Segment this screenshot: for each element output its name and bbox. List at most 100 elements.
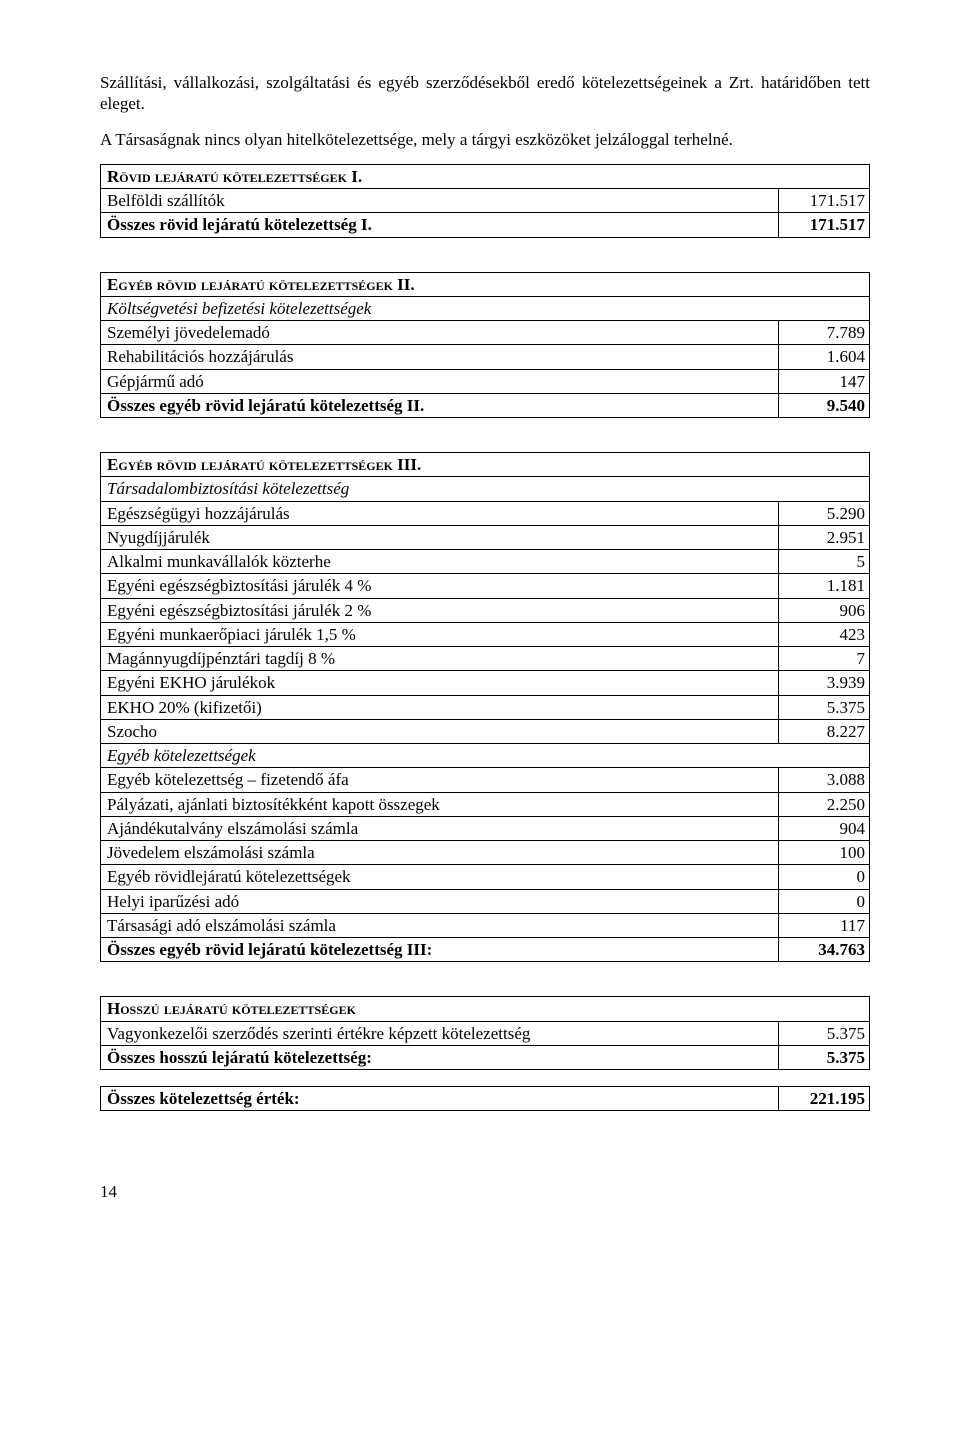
row-value: 5.290 [779,501,870,525]
row-value: 117 [779,913,870,937]
row-value: 2.951 [779,525,870,549]
row-value: 906 [779,598,870,622]
row-value: 2.250 [779,792,870,816]
table-row: Szocho8.227 [101,719,870,743]
total-value: 171.517 [779,213,870,237]
table-row: Egyéni munkaerőpiaci járulék 1,5 %423 [101,622,870,646]
row-value: 7.789 [779,321,870,345]
total-value: 5.375 [779,1045,870,1069]
row-value: 147 [779,369,870,393]
table-row: Egyéb kötelezettség – fizetendő áfa3.088 [101,768,870,792]
row-label: Szocho [101,719,779,743]
table-header-row: Rövid lejáratú kötelezettségek I. [101,164,870,188]
table-row: Belföldi szállítók 171.517 [101,189,870,213]
row-label: Személyi jövedelemadó [101,321,779,345]
row-value: 1.181 [779,574,870,598]
row-value: 1.604 [779,345,870,369]
table-row: Egyéni EKHO járulékok3.939 [101,671,870,695]
table-total-row: Összes hosszú lejáratú kötelezettség: 5.… [101,1045,870,1069]
table-row: Gépjármű adó 147 [101,369,870,393]
subheader: Egyéb kötelezettségek [101,744,870,768]
row-label: Rehabilitációs hozzájárulás [101,345,779,369]
intro-paragraph-1: Szállítási, vállalkozási, szolgáltatási … [100,72,870,115]
row-value: 3.088 [779,768,870,792]
table-subheader-row: Költségvetési befizetési kötelezettségek [101,296,870,320]
table-egyeb-rovid-2: Egyéb rövid lejáratú kötelezettségek II.… [100,272,870,419]
row-label: Egyéb rövidlejáratú kötelezettségek [101,865,779,889]
table-row: Egészségügyi hozzájárulás5.290 [101,501,870,525]
row-value: 3.939 [779,671,870,695]
row-value: 5.375 [779,695,870,719]
table-rovid-lejaratu-1: Rövid lejáratú kötelezettségek I. Belföl… [100,164,870,238]
table-row: Jövedelem elszámolási számla100 [101,841,870,865]
table-hosszu-lejaratu: Hosszú lejáratú kötelezettségek Vagyonke… [100,996,870,1070]
total-value: 221.195 [779,1087,870,1111]
total-label: Összes kötelezettség érték: [101,1087,779,1111]
intro-paragraph-2: A Társaságnak nincs olyan hitelkötelezet… [100,129,870,150]
table-row: Társasági adó elszámolási számla117 [101,913,870,937]
table-total-row: Összes egyéb rövid lejáratú kötelezettsé… [101,938,870,962]
table-row: Nyugdíjjárulék2.951 [101,525,870,549]
subheader: Költségvetési befizetési kötelezettségek [101,296,870,320]
table-egyeb-rovid-3: Egyéb rövid lejáratú kötelezettségek III… [100,452,870,962]
table-row: Alkalmi munkavállalók közterhe5 [101,550,870,574]
row-label: Nyugdíjjárulék [101,525,779,549]
row-label: Vagyonkezelői szerződés szerinti értékre… [101,1021,779,1045]
row-label: Egészségügyi hozzájárulás [101,501,779,525]
page-number: 14 [100,1181,870,1202]
row-label: Alkalmi munkavállalók közterhe [101,550,779,574]
table-row: Magánnyugdíjpénztári tagdíj 8 %7 [101,647,870,671]
table-header: Egyéb rövid lejáratú kötelezettségek II. [101,272,870,296]
row-value: 5.375 [779,1021,870,1045]
row-label: Egyéni egészségbiztosítási járulék 2 % [101,598,779,622]
row-value: 100 [779,841,870,865]
table-row: Egyéb rövidlejáratú kötelezettségek0 [101,865,870,889]
table-osszes-kotelezettseg: Összes kötelezettség érték: 221.195 [100,1086,870,1111]
table-header-row: Egyéb rövid lejáratú kötelezettségek III… [101,453,870,477]
row-value: 0 [779,889,870,913]
row-value: 0 [779,865,870,889]
total-label: Összes egyéb rövid lejáratú kötelezettsé… [101,938,779,962]
row-label: Egyéni egészségbiztosítási járulék 4 % [101,574,779,598]
table-row: Pályázati, ajánlati biztosítékként kapot… [101,792,870,816]
table-row: EKHO 20% (kifizetői)5.375 [101,695,870,719]
table-header-row: Egyéb rövid lejáratú kötelezettségek II. [101,272,870,296]
table-row: Vagyonkezelői szerződés szerinti értékre… [101,1021,870,1045]
table-header: Egyéb rövid lejáratú kötelezettségek III… [101,453,870,477]
table-total-row: Összes rövid lejáratú kötelezettség I. 1… [101,213,870,237]
total-label: Összes hosszú lejáratú kötelezettség: [101,1045,779,1069]
table-row: Egyéni egészségbiztosítási járulék 4 %1.… [101,574,870,598]
row-label: Társasági adó elszámolási számla [101,913,779,937]
table-header: Rövid lejáratú kötelezettségek I. [101,164,870,188]
row-value: 423 [779,622,870,646]
total-value: 9.540 [779,393,870,417]
row-label: Magánnyugdíjpénztári tagdíj 8 % [101,647,779,671]
total-label: Összes egyéb rövid lejáratú kötelezettsé… [101,393,779,417]
table-header-row: Hosszú lejáratú kötelezettségek [101,997,870,1021]
row-label: EKHO 20% (kifizetői) [101,695,779,719]
table-row: Egyéni egészségbiztosítási járulék 2 %90… [101,598,870,622]
row-label: Egyéni EKHO járulékok [101,671,779,695]
table-row: Ajándékutalvány elszámolási számla904 [101,816,870,840]
row-value: 171.517 [779,189,870,213]
row-label: Pályázati, ajánlati biztosítékként kapot… [101,792,779,816]
total-label: Összes rövid lejáratú kötelezettség I. [101,213,779,237]
row-value: 7 [779,647,870,671]
subheader: Társadalombiztosítási kötelezettség [101,477,870,501]
row-value: 5 [779,550,870,574]
table-subheader-row: Egyéb kötelezettségek [101,744,870,768]
table-header: Hosszú lejáratú kötelezettségek [101,997,870,1021]
row-label: Helyi iparűzési adó [101,889,779,913]
row-value: 8.227 [779,719,870,743]
table-row: Rehabilitációs hozzájárulás 1.604 [101,345,870,369]
table-subheader-row: Társadalombiztosítási kötelezettség [101,477,870,501]
table-total-row: Összes egyéb rövid lejáratú kötelezettsé… [101,393,870,417]
row-label: Gépjármű adó [101,369,779,393]
table-row: Helyi iparűzési adó0 [101,889,870,913]
row-label: Egyéb kötelezettség – fizetendő áfa [101,768,779,792]
row-label: Jövedelem elszámolási számla [101,841,779,865]
total-value: 34.763 [779,938,870,962]
row-label: Belföldi szállítók [101,189,779,213]
row-label: Egyéni munkaerőpiaci járulék 1,5 % [101,622,779,646]
row-value: 904 [779,816,870,840]
